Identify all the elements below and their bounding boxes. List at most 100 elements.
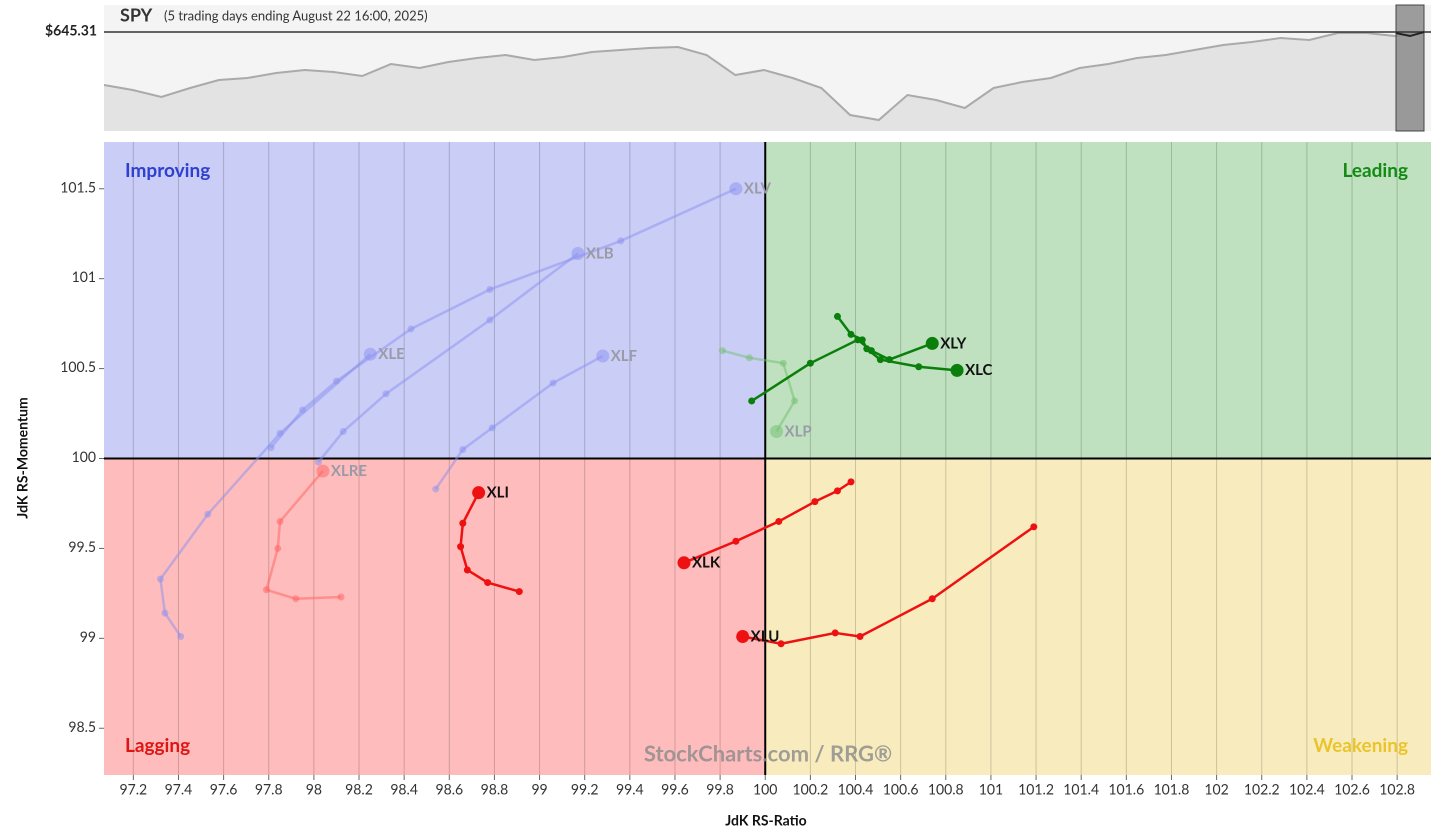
tail-point	[811, 498, 819, 506]
tail-point	[484, 579, 492, 587]
tail-point	[928, 595, 936, 603]
tail-head	[472, 486, 486, 500]
tail-point	[486, 285, 494, 293]
x-tick-label: 99	[531, 781, 547, 798]
tail-point	[617, 237, 625, 245]
tail-point	[463, 566, 471, 574]
tail-point	[833, 487, 841, 495]
tail-point	[831, 629, 839, 637]
tail-name: XLC	[965, 361, 992, 379]
quadrant-label: Weakening	[1313, 734, 1408, 757]
quadrant-label: Lagging	[125, 734, 190, 757]
tail-head	[363, 347, 377, 361]
y-tick-label: 100.5	[60, 358, 96, 375]
tail-point	[856, 633, 864, 641]
quadrant-label: Leading	[1342, 159, 1408, 182]
quadrant	[765, 458, 1431, 775]
tail-point	[876, 356, 884, 364]
tail-point	[459, 446, 467, 454]
tail-name: XLE	[378, 345, 405, 363]
tail-point	[833, 312, 841, 320]
tail-line	[742, 525, 1035, 645]
tail-line	[159, 353, 372, 638]
quadrant	[765, 142, 1431, 459]
price-area	[104, 32, 1424, 131]
tail-name: XLI	[487, 484, 509, 502]
x-tick-label: 102.8	[1379, 781, 1415, 798]
y-tick-label: 101	[72, 268, 96, 285]
x-tick-label: 100.2	[792, 781, 828, 798]
tail-point	[863, 345, 871, 353]
tail-point	[488, 424, 496, 432]
tail-point	[459, 519, 467, 527]
y-tick-label: 99	[80, 628, 96, 645]
tail-point	[292, 595, 300, 603]
x-tick-label: 98.8	[481, 781, 509, 798]
price-line	[103, 31, 1425, 122]
x-tick-label: 100.4	[838, 781, 874, 798]
tail-line	[459, 492, 520, 593]
y-tick-label: 100	[72, 448, 96, 465]
tail-name: XLRE	[331, 462, 367, 480]
tail-point	[915, 363, 923, 371]
tail-head	[596, 349, 610, 363]
tail-head	[925, 336, 939, 350]
tail-head	[316, 464, 330, 478]
quadrant	[104, 458, 766, 775]
tail-point	[847, 478, 855, 486]
x-tick-label: 102	[1204, 781, 1228, 798]
y-tick-label: 99.5	[68, 538, 96, 555]
x-tick-label: 97.2	[120, 781, 148, 798]
x-tick-label: 99.8	[706, 781, 734, 798]
watermark: StockCharts.com / RRG®	[644, 740, 892, 767]
x-tick-label: 101	[979, 781, 1003, 798]
x-tick-label: 100	[753, 781, 777, 798]
tail-point	[777, 640, 785, 648]
tail-name: XLP	[785, 422, 812, 440]
x-tick-label: 98	[306, 781, 322, 798]
tail-name: XLK	[692, 554, 721, 572]
tail-name: XLY	[940, 334, 966, 352]
tail-point	[486, 316, 494, 324]
price-subtitle: (5 trading days ending August 22 16:00, …	[164, 7, 428, 23]
x-tick-label: 101.2	[1018, 781, 1054, 798]
x-tick-label: 102.6	[1334, 781, 1370, 798]
tail-point	[337, 593, 345, 601]
tail-point	[382, 390, 390, 398]
tail-point	[775, 517, 783, 525]
x-tick-label: 99.6	[661, 781, 689, 798]
tail-name: XLV	[744, 180, 772, 198]
x-tick-label: 102.2	[1244, 781, 1280, 798]
tail-point	[156, 575, 164, 583]
tail-name: XLF	[611, 347, 638, 365]
tail-point	[276, 429, 284, 437]
x-axis-label: JdK RS-Ratio	[725, 812, 806, 829]
tail-point	[177, 633, 185, 641]
x-tick-label: 98.4	[390, 781, 418, 798]
tail-head	[729, 182, 743, 196]
last-price-label: $645.31	[45, 22, 97, 39]
tail-point	[204, 510, 212, 518]
x-tick-label: 98.6	[435, 781, 463, 798]
x-tick-label: 100.6	[883, 781, 919, 798]
tail-point	[791, 397, 799, 405]
y-axis-label: JdK RS-Momentum	[14, 397, 31, 518]
tail-point	[262, 586, 270, 594]
tail-name: XLU	[751, 627, 780, 645]
y-tick-label: 98.5	[68, 718, 96, 735]
x-tick-label: 97.6	[210, 781, 238, 798]
tail-point	[432, 485, 440, 493]
tail-point	[748, 397, 756, 405]
tail-point	[718, 347, 726, 355]
tail-point	[858, 336, 866, 344]
tail-point	[339, 428, 347, 436]
tail-head	[677, 556, 691, 570]
x-tick-label: 101.6	[1108, 781, 1144, 798]
tail-point	[457, 543, 465, 551]
tail-point	[806, 359, 814, 367]
tail-head	[571, 246, 585, 260]
tail-point	[407, 325, 415, 333]
x-tick-label: 97.4	[165, 781, 193, 798]
tail-name: XLB	[586, 244, 614, 262]
